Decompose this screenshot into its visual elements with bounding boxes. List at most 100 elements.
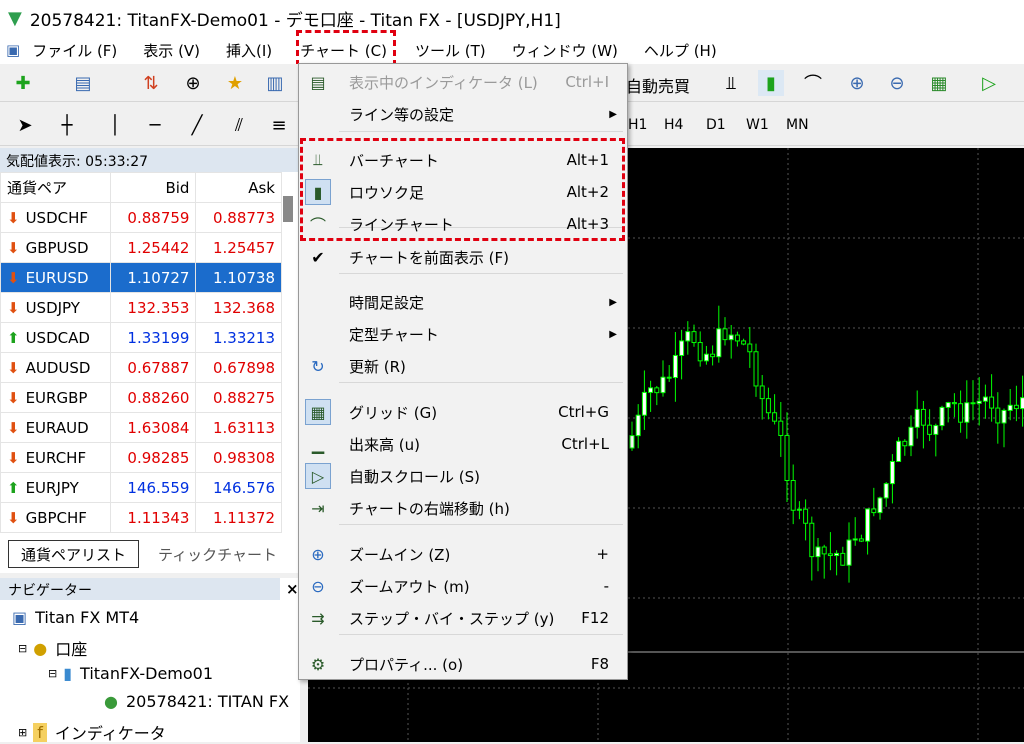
table-row[interactable]: ⬇ USDJPY 132.353 132.368	[0, 292, 282, 323]
tab-symbols[interactable]: 通貨ペアリスト	[8, 540, 140, 568]
terminal-icon[interactable]: ▥	[266, 72, 284, 94]
timeframe-d1[interactable]: D1	[706, 117, 726, 133]
table-row[interactable]: ⬇ EURGBP 0.88260 0.88275	[0, 382, 282, 413]
shortcut: Ctrl+L	[561, 435, 609, 453]
expand-icon[interactable]: ⊞	[18, 725, 28, 739]
menu-help[interactable]: ヘルプ (H)	[643, 41, 717, 60]
table-row[interactable]: ⬆ EURJPY 146.559 146.576	[0, 472, 282, 503]
horizontal-line-icon[interactable]: ─	[149, 114, 161, 136]
table-row[interactable]: ⬇ EURCHF 0.98285 0.98308	[0, 442, 282, 473]
menu-item[interactable]: ⊖ ズームアウト (m) -	[299, 571, 627, 601]
symbol-cell: ⬇ EURCHF	[0, 442, 111, 473]
candlestick-icon[interactable]: ▮	[758, 70, 784, 96]
profiles-icon[interactable]: ▤	[74, 72, 92, 94]
crosshair-icon[interactable]: ⊕	[185, 72, 201, 94]
trendline-icon[interactable]: ╱	[191, 114, 203, 136]
bid-cell: 1.10727	[109, 262, 197, 293]
cursor-icon[interactable]: ➤	[17, 114, 33, 136]
fibonacci-icon[interactable]: ≡	[271, 114, 287, 136]
menu-tools[interactable]: ツール (T)	[414, 41, 486, 60]
mdi-window-icon[interactable]: ▣	[6, 41, 21, 59]
menu-item[interactable]: 定型チャート ▶	[349, 325, 617, 344]
table-row[interactable]: ⬇ EURUSD 1.10727 1.10738	[0, 262, 282, 293]
menu-item[interactable]: ⇉ ステップ・バイ・ステップ (y) F12	[299, 603, 627, 633]
candle-body	[902, 440, 908, 447]
arrow-down-icon: ⬇	[7, 208, 20, 227]
menu-chart[interactable]: チャート (C)	[300, 41, 387, 60]
tree-account[interactable]: ● 20578421: TITAN FX	[104, 692, 290, 711]
vertical-line-icon[interactable]: │	[109, 114, 121, 136]
table-row[interactable]: ⬇ GBPCHF 1.11343 1.11372	[0, 502, 282, 533]
candle-body	[648, 387, 654, 393]
ask-cell: 1.10738	[195, 262, 282, 293]
arrow-down-icon: ⬇	[7, 508, 20, 527]
bid-cell: 146.559	[109, 472, 197, 503]
menu-item[interactable]: ▦ グリッド (G) Ctrl+G	[299, 397, 627, 427]
tree-root[interactable]: ▣ Titan FX MT4	[12, 608, 140, 627]
autoscroll-icon[interactable]: ▷	[982, 72, 996, 94]
menu-item[interactable]: ライン等の設定 ▶	[349, 105, 617, 124]
zoom-out-icon[interactable]: ⊖	[889, 72, 905, 94]
table-row[interactable]: ⬇ USDCHF 0.88759 0.88773	[0, 202, 282, 233]
col-bid[interactable]: Bid	[109, 172, 197, 203]
user-icon: ●	[104, 692, 118, 711]
menu-view[interactable]: 表示 (V)	[143, 41, 201, 60]
table-row[interactable]: ⬇ EURAUD 1.63084 1.63113	[0, 412, 282, 443]
menu-item[interactable]: ▮ ロウソク足 Alt+2	[299, 177, 627, 207]
menu-separator	[339, 524, 623, 525]
line-chart-icon[interactable]: ⌒	[804, 74, 822, 95]
menu-item[interactable]: ↻ 更新 (R)	[299, 351, 627, 381]
arrow-down-icon: ⬇	[7, 358, 20, 377]
menu-item[interactable]: ▁ 出来高 (u) Ctrl+L	[299, 429, 627, 459]
timeframe-w1[interactable]: W1	[746, 117, 769, 133]
zoom-in-icon[interactable]: ⊕	[849, 72, 865, 94]
table-row[interactable]: ⬇ GBPUSD 1.25442 1.25457	[0, 232, 282, 263]
equidistant-channel-icon[interactable]: ⫽	[234, 114, 244, 136]
autotrade-button[interactable]: 自動売買	[626, 77, 691, 96]
menu-item[interactable]: ⫫ バーチャート Alt+1	[299, 145, 627, 175]
favorites-icon[interactable]: ★	[226, 72, 244, 94]
new-chart-icon[interactable]: ✚	[15, 72, 31, 94]
window-title: 20578421: TitanFX-Demo01 - デモ口座 - Titan …	[29, 10, 561, 31]
ask-cell: 1.11372	[195, 502, 282, 533]
arrow-down-icon: ⬇	[7, 388, 20, 407]
menu-item[interactable]: 時間足設定 ▶	[349, 293, 617, 312]
menu-item[interactable]: ⚙ プロパティ... (o) F8	[299, 649, 627, 679]
menu-item[interactable]: ✔ チャートを前面表示 (F)	[299, 242, 627, 272]
tree-accounts[interactable]: ⊟ ● 口座	[18, 638, 88, 660]
timeframe-h4[interactable]: H4	[664, 117, 684, 133]
tile-windows-icon[interactable]: ▦	[930, 72, 948, 94]
timeframe-h1[interactable]: H1	[628, 117, 648, 133]
menu-window[interactable]: ウィンドウ (W)	[511, 41, 618, 60]
menu-item[interactable]: ▷ 自動スクロール (S)	[299, 461, 627, 491]
volume-icon: ▁	[311, 434, 325, 454]
menu-file[interactable]: ファイル (F)	[32, 41, 118, 60]
crosshair-tool-icon[interactable]: ┼	[61, 114, 73, 136]
symbol-cell: ⬇ EURGBP	[0, 382, 111, 413]
table-row[interactable]: ⬇ AUDUSD 0.67887 0.67898	[0, 352, 282, 383]
market-watch-icon[interactable]: ⇅	[143, 72, 159, 94]
menu-insert[interactable]: 挿入(I)	[226, 41, 273, 60]
menu-item[interactable]: ⌒ ラインチャート Alt+3	[299, 209, 627, 239]
collapse-icon[interactable]: ⊟	[48, 667, 58, 680]
tab-tick-chart[interactable]: ティックチャート	[158, 545, 277, 564]
collapse-icon[interactable]: ⊟	[18, 641, 28, 655]
bar-chart-icon[interactable]: ⫫	[725, 72, 737, 94]
candle-body	[914, 408, 920, 428]
col-ask[interactable]: Ask	[195, 172, 282, 203]
candle-body	[722, 328, 728, 341]
col-symbol[interactable]: 通貨ペア	[0, 172, 111, 203]
candle-body	[933, 425, 939, 435]
menu-item[interactable]: ⊕ ズームイン (Z) +	[299, 539, 627, 569]
indicators-list-icon: ▤	[310, 72, 326, 92]
properties-icon: ⚙	[310, 654, 326, 674]
app-logo-icon: ▼	[8, 7, 22, 29]
timeframe-mn[interactable]: MN	[786, 117, 809, 133]
market-watch-scrollbar[interactable]	[283, 196, 293, 222]
table-row[interactable]: ⬆ USDCAD 1.33199 1.33213	[0, 322, 282, 353]
tree-server[interactable]: ⊟ ▮ TitanFX-Demo01	[48, 664, 214, 683]
close-icon[interactable]: ×	[286, 580, 299, 598]
menu-item[interactable]: ⇥ チャートの右端移動 (h)	[299, 493, 627, 523]
function-icon: f	[33, 722, 47, 742]
tree-indicators[interactable]: ⊞ f インディケータ	[18, 722, 166, 743]
